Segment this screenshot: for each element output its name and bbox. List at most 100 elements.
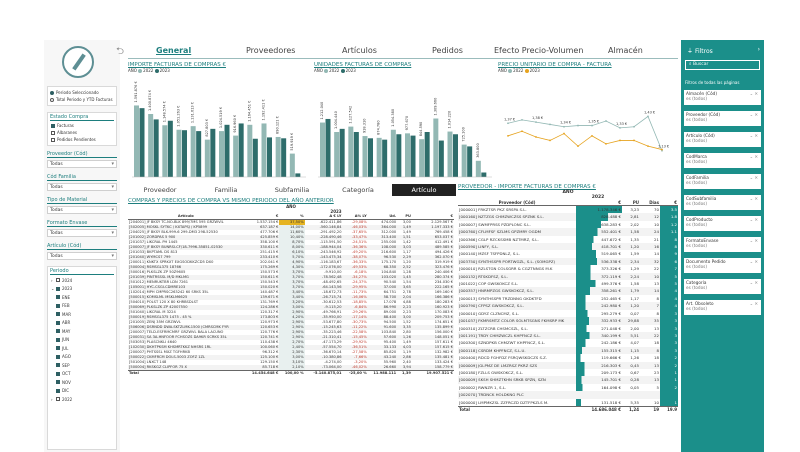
table-header-cell[interactable]: PU [632,200,639,205]
table-header-cell[interactable]: Δ% LY [354,214,367,218]
bar-2023-1[interactable] [153,119,159,177]
table-row[interactable]: [000118] CSRDM KHPFNCZ, S.L.U. 155.315 € 1… [458,346,678,355]
bar-2022-5[interactable] [390,129,396,177]
bar-2023-7[interactable] [238,123,244,177]
filter-card[interactable]: CodProducto es (todos) ⌄ ✕ [684,216,761,231]
table-row[interactable]: [000180] FZLLS GWSKOKCZ, S.L. 209.173 € 0,… [458,368,678,377]
bar-2022-5[interactable] [204,139,210,177]
bar-2022-6[interactable] [405,133,410,177]
table-row[interactable]: [000009] SKSH SHMZTKHN SRKB SPZN, SZN 145… [458,376,678,384]
bar-2022-4[interactable] [376,137,382,177]
nav-tab-1[interactable]: Proveedores [246,46,296,55]
bar-2022-0[interactable] [134,105,139,177]
bar-2022-3[interactable] [176,129,182,177]
filter-card[interactable]: Documento Pedido es (todos) ⌄ ✕ [684,258,761,273]
table-row[interactable]: [000013] SYNTHSSPR TRZDNNG GKDKTFD 252.46… [458,294,678,303]
table-row[interactable]: [000310] ZLTZCRB CHSMCSZL, S.L. 271.048 €… [458,324,678,332]
table-row[interactable]: [200007] JF BKSY BUNRSI-CF/18-7996-35851… [128,245,454,250]
table-row[interactable]: [000790] CFPSZ GWSKOKCZ, S.L. 242.980 € 1,… [458,302,678,310]
estado-pedidos[interactable]: Pedidos Pendientes [51,136,116,143]
table-row[interactable]: [506006] DSRNDD DWA-SKTZLMK-1500 (CMRSCM… [128,325,454,330]
bar-2022-2[interactable] [162,125,168,177]
table-header-cell[interactable]: Δ € LY [329,214,342,218]
periodo-item[interactable]: ENE [56,293,116,302]
chevron-down-icon[interactable]: ⌄ ✕ [749,238,758,243]
table-row[interactable]: [200007] PHTSSSL MXZ TGFHRKB 96.312 €2,30… [128,350,454,355]
table-row[interactable]: [000009] JGLPMZ DE LMZRSZ PKRZ SZS 216.30… [458,361,678,369]
table-row[interactable]: [000002] RWNZR 1, S.L. 164.098 € 0,05 5 2 [458,383,678,392]
table-header-cell[interactable]: PU [405,214,411,218]
bar-2022-8[interactable] [433,118,439,178]
bar-2023-3[interactable] [182,130,187,177]
bar-2022-1[interactable] [148,114,154,177]
point-2023-8[interactable] [619,139,621,142]
bar-2023-11[interactable] [295,173,301,177]
table-header-cell[interactable]: % [300,214,304,218]
table-row[interactable]: [201002] ZORDPAS 5 900 425.859 €10,40% -22… [128,235,454,240]
table-row[interactable]: [003750] SYNTHSSPR PORTWGZL, S.L. (SOMGP… [458,257,678,266]
table-row[interactable]: [000400] RDCD FGHFDZ FSRQWSKDCZS S.Z. 119… [458,354,678,362]
bar-2022-0[interactable] [320,122,325,177]
bar-2023-9[interactable] [453,134,458,177]
bar-2023-0[interactable] [139,108,145,177]
bar-2023-10[interactable] [467,146,473,177]
table-row[interactable]: [200007] TELD-ESFRMCMRF GRZWVL BALA LACU… [128,330,454,335]
point-2022-6[interactable] [591,124,593,127]
table-row[interactable]: [001037] FKMRSMTZ COLOR SOLMTSGNS FKMSRP… [458,317,678,325]
bar-2022-1[interactable] [334,132,340,177]
table-row[interactable]: [500022] CKMFRCM DOLS-5003 ZOFZ 1ZL 125.1… [128,355,454,360]
filter-card[interactable]: CodFamilia es (todos) ⌄ ✕ [684,174,761,189]
bar-2022-3[interactable] [362,136,368,177]
table-row[interactable]: [201005] ZENJ 35M GRZWVL 120.973 €2,90% -5… [128,320,454,325]
tab-proveedor[interactable]: Proveedor [143,186,177,194]
table-row[interactable]: [204025] JF BKSY BLK-999-6 299-DM3 298-5… [128,230,454,235]
periodo-item[interactable]: MAY [56,327,116,336]
table-row[interactable]: [000000] LMPMKZSL ZZFRCZD DZTFPKZLS M. 13… [458,398,678,407]
bar-2023-8[interactable] [438,140,444,177]
table-row[interactable]: [000007] SWMFPRSS PZDPLONC S.L. 638.283 €… [458,220,678,229]
table-row[interactable]: [500019] RSMSGL375 1475 - 45 % 173.803 €4… [128,315,454,320]
periodo-item[interactable]: AGO [56,353,116,362]
table-row[interactable]: [504010] POLST 120 X 80 KHRBSDLST 131.769… [128,300,454,305]
table-row[interactable]: [500015] KOMSLML MSKLM6625 139.671 €3,40%… [128,295,454,300]
point-2023-9[interactable] [633,139,635,142]
period-option-selected[interactable]: Periodo Seleccionado [50,89,116,96]
bar-2022-7[interactable] [233,135,239,177]
table-row[interactable]: [201039] PINTRSSSL M/D MKLMG 150.611 €3,7… [128,275,454,280]
point-2022-2[interactable] [535,121,537,124]
tipomaterial-dropdown[interactable]: Todas [47,206,117,214]
point-2022-7[interactable] [605,120,607,122]
table-row[interactable]: [200011] KNKTX SPRKXT EXGSODKKZCD5 DX0 20… [128,260,454,265]
bar-2022-4[interactable] [190,126,196,177]
periodo-item[interactable]: SEP [56,361,116,370]
table-row[interactable]: [502005] MOSKL SYTKC / KXTAPSJ / KP5899 6… [128,225,454,230]
table-row[interactable]: [000001] FRKZTSR PKZ SRSPA S.L. 1.178.346… [458,205,678,214]
table-row[interactable]: [002070] TRDNCK HOLDKNG PLC [458,391,678,399]
point-2023-0[interactable] [507,134,509,137]
periodo-item[interactable]: ABR [56,319,116,328]
periodo-item[interactable]: › 2022 [51,396,73,402]
bar-2022-8[interactable] [247,124,253,177]
bar-2022-7[interactable] [419,139,425,177]
table-header-cell[interactable]: € [618,200,621,205]
nav-tab-2[interactable]: Artículos [342,46,377,55]
chevron-down-icon[interactable]: ⌄ ✕ [749,217,758,222]
chevron-down-icon[interactable]: ⌄ ✕ [749,259,758,264]
point-2023-11[interactable] [661,148,663,151]
bar-2023-2[interactable] [167,120,173,177]
periodo-item[interactable]: MAR [56,310,116,319]
bar-2022-10[interactable] [461,144,467,177]
bar-2023-2[interactable] [353,132,359,177]
point-2023-3[interactable] [549,139,551,142]
chevron-down-icon[interactable]: ⌄ ✕ [749,175,758,180]
bar-2023-7[interactable] [424,132,430,177]
expand-icon[interactable]: › [51,277,53,283]
tab-categoría[interactable]: Categoría [342,186,374,194]
table-row[interactable]: [001191] TRDY CHMZWCZL KHPFNCZ S.L. 340.1… [458,331,678,340]
table-row[interactable]: [501040] LIKCRAL M 3224 120.317 €2,90% -49… [128,310,454,315]
table-row[interactable]: [000366] CGLP RZCKSSMB NZTMRZ, S.L. 447.6… [458,235,678,244]
filter-card[interactable]: Categoría es (todos) ⌄ ✕ [684,279,761,294]
table-row[interactable]: [204001] JF BKSY TC-NO-BLK 899/7MS 595 G… [128,219,454,225]
bar-2022-9[interactable] [447,131,453,177]
tab-subfamilia[interactable]: Subfamilia [274,186,310,194]
